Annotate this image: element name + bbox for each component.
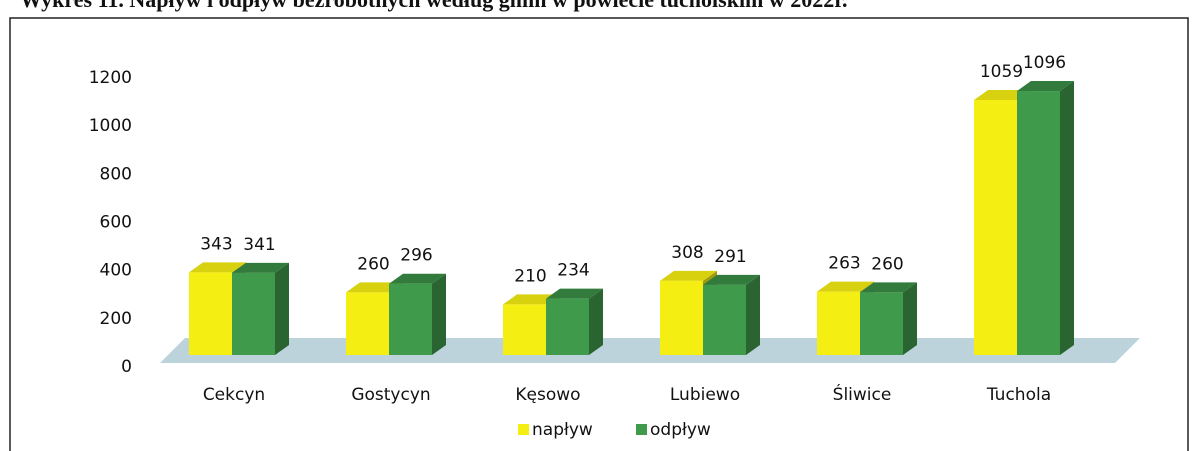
bar [860,282,917,355]
bar-front [189,272,232,355]
bar-top [189,262,246,273]
bar-front [389,283,432,355]
y-tick-label: 400 [100,261,132,281]
bar [546,288,603,355]
data-label: 343 [200,234,232,254]
data-label: 1096 [1023,53,1066,73]
bar-front [703,284,746,355]
legend-swatch [518,424,529,435]
legend-swatch [636,424,647,435]
x-tick-label: Śliwice [833,383,892,405]
bar-front [232,272,275,355]
data-label: 296 [400,246,432,266]
data-label: 1059 [980,62,1023,82]
y-tick-label: 1200 [89,68,132,88]
bar-top [346,282,403,293]
bar [389,273,446,355]
bar-front [660,280,703,355]
data-label: 260 [871,254,903,274]
chart-title: Wykres 11. Napływ i odpływ bezrobotnych … [20,0,848,12]
x-tick-label: Lubiewo [670,385,740,405]
bar-front [974,99,1017,356]
data-label: 260 [357,254,389,274]
y-tick-label: 200 [100,309,132,329]
bar-side [1060,81,1074,356]
bar-front [1017,91,1060,356]
bar-top [389,273,446,284]
data-label: 308 [671,243,703,263]
legend-label: odpływ [650,420,711,440]
bar-front [346,292,389,355]
bar-top [817,281,874,292]
bar-side [432,273,446,355]
x-tick-label: Gostycyn [351,385,430,405]
y-tick-label: 600 [100,213,132,233]
data-label: 341 [243,235,275,255]
bar-top [974,89,1031,100]
bar-top [503,294,560,305]
y-tick-label: 800 [100,164,132,184]
bar-side [275,262,289,355]
bar [1017,81,1074,356]
bar-top [1017,81,1074,92]
data-label: 210 [514,266,546,286]
y-tick-label: 1000 [89,116,132,136]
x-tick-label: Tuchola [986,385,1051,405]
bar-front [546,298,589,355]
bar-top [860,282,917,293]
chart-frame [9,17,1189,451]
x-tick-label: Kęsowo [515,385,580,405]
bar-front [817,291,860,355]
legend-label: napływ [532,420,593,440]
bar-top [546,288,603,299]
x-tick-label: Cekcyn [203,385,265,405]
bar-front [860,292,903,355]
bar-front [503,304,546,355]
bar-side [589,288,603,355]
data-label: 234 [557,261,589,281]
bar-top [660,270,717,281]
bar-top [703,274,760,285]
bar-top [232,262,289,273]
data-label: 263 [828,254,860,274]
y-tick-label: 0 [121,357,132,377]
bar [703,274,760,355]
bar-side [746,274,760,355]
bar [232,262,289,355]
bar-side [903,282,917,355]
data-label: 291 [714,247,746,267]
